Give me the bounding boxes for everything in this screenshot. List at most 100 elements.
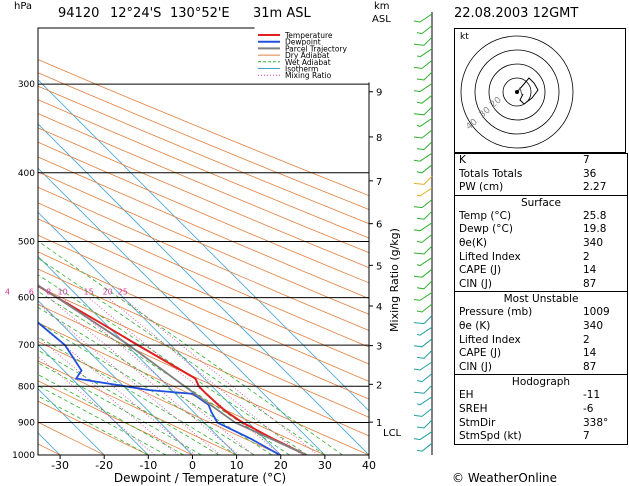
copyright-footer: © WeatherOnline (452, 471, 558, 485)
dry-adiabat-line (38, 251, 369, 400)
wind-barb (413, 245, 433, 255)
wet-adiabat-line (38, 374, 184, 455)
dry-adiabat-line (38, 202, 369, 348)
pressure-tick-label: 400 (18, 169, 35, 179)
most-unstable-title: Most Unstable (503, 293, 579, 306)
wind-barb (416, 350, 433, 359)
station-lat: 12°24'S (110, 6, 162, 21)
x-tick-label: -20 (95, 459, 113, 472)
wind-barb (416, 210, 433, 220)
index-row: CIN (J) 87 (455, 361, 627, 375)
wind-barb (413, 60, 433, 69)
index-row: StmSpd (kt) 7 (455, 430, 627, 444)
x-tick-label: 0 (189, 459, 196, 472)
dry-adiabat-line (38, 99, 369, 239)
hodograph-unit: kt (460, 32, 469, 42)
mixing-ratio-label: 6 (29, 288, 34, 297)
mixing-ratio-line (62, 297, 254, 455)
index-label: EH (459, 389, 474, 402)
index-value: 36 (583, 167, 597, 180)
mixing-ratio-line (38, 302, 221, 455)
index-label: CIN (J) (459, 277, 492, 290)
dry-adiabat-line (38, 234, 369, 382)
wind-barb (416, 303, 433, 313)
wet-adiabat-line (38, 336, 237, 455)
dry-adiabat-line (38, 303, 369, 455)
wind-barb (413, 291, 433, 301)
dry-adiabat-line (38, 360, 237, 455)
index-value: 2 (583, 250, 590, 263)
mixing-ratio-label: 8 (46, 288, 51, 297)
height-tick-label: 3 (376, 342, 382, 353)
index-label: CAPE (J) (459, 264, 502, 277)
index-value: 14 (583, 347, 597, 360)
index-row: θe (K) 340 (455, 320, 627, 334)
wet-adiabat-line (38, 385, 167, 455)
index-value: 87 (583, 277, 597, 290)
wind-barb (413, 199, 433, 209)
wind-barb (413, 315, 433, 325)
wind-barb (416, 48, 433, 58)
index-label: Totals Totals (459, 167, 523, 180)
wind-barb (416, 326, 433, 336)
index-value: 25.8 (583, 209, 607, 222)
index-label: Temp (°C) (459, 209, 512, 222)
x-tick-label: -30 (51, 459, 69, 472)
index-value: 340 (583, 319, 604, 332)
wind-barb (416, 373, 433, 383)
index-value: 7 (583, 430, 590, 443)
wind-barb (416, 234, 433, 243)
index-value: 340 (583, 236, 604, 249)
wind-barb (413, 431, 433, 441)
isotherm-line (38, 344, 149, 455)
wet-adiabat-line (38, 290, 290, 455)
dry-adiabat-line (38, 113, 369, 254)
mixing-ratio-line (38, 336, 179, 455)
index-row: θe(K) 340 (455, 237, 627, 251)
index-row: Temp (°C) 25.8 (455, 210, 627, 224)
index-label: θe(K) (459, 236, 487, 249)
dry-adiabat-line (38, 59, 369, 197)
legend-label: Dry Adiabat (285, 51, 329, 60)
wind-barb (413, 408, 433, 417)
height-tick-label: 9 (376, 88, 382, 99)
index-row: Lifted Index 2 (455, 334, 627, 348)
index-value: 1009 (583, 306, 610, 319)
index-label: Lifted Index (459, 250, 521, 263)
hodograph-ring-10 (502, 77, 532, 107)
mixing-ratio-label: 20 (103, 288, 113, 297)
index-row: Pressure (mb) 1009 (455, 306, 627, 320)
dewpoint-line (38, 321, 281, 455)
x-tick-label: 20 (274, 459, 288, 472)
wind-barb (413, 222, 433, 232)
index-value: 19.8 (583, 223, 607, 236)
index-label: CAPE (J) (459, 347, 502, 360)
height-tick-label: 2 (376, 380, 382, 391)
index-label: Pressure (mb) (459, 306, 533, 319)
wet-adiabat-line (38, 274, 308, 455)
wind-barb (416, 257, 433, 267)
temperature-line (38, 284, 307, 455)
mixing-ratio-axis-title: Mixing Ratio (g/kg) (388, 228, 401, 332)
index-label: StmDir (459, 416, 496, 429)
isotherm-line (0, 28, 16, 455)
legend-label: Wet Adiabat (285, 58, 331, 67)
wind-barb (416, 280, 433, 290)
wind-barb (416, 442, 433, 452)
x-tick-label: 30 (318, 459, 332, 472)
dry-adiabat-line (38, 141, 369, 284)
index-value: 2.27 (583, 181, 607, 194)
wind-barb (416, 25, 433, 35)
mixing-ratio-label: 10 (57, 288, 67, 297)
dry-adiabat-line (38, 218, 369, 365)
wind-barb (413, 83, 433, 93)
x-axis-title: Dewpoint / Temperature (°C) (114, 471, 286, 485)
dry-adiabat-line (38, 341, 281, 455)
height-tick-label: 7 (376, 177, 382, 188)
hodograph-trace (516, 77, 539, 105)
dry-adiabat-line (38, 285, 369, 437)
height-tick-label: 1 (376, 418, 382, 429)
wind-barb (416, 419, 433, 429)
